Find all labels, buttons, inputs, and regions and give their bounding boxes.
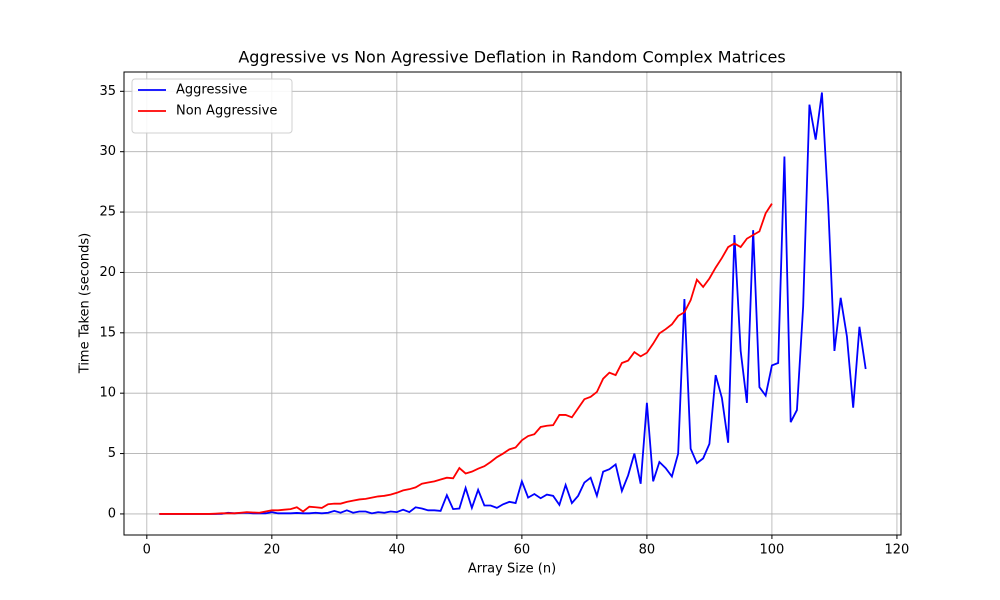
x-tick-label: 100 bbox=[760, 543, 785, 558]
x-axis-label: Array Size (n) bbox=[468, 562, 556, 577]
y-tick-label: 20 bbox=[99, 265, 116, 280]
y-tick-label: 10 bbox=[99, 386, 116, 401]
y-tick-label: 0 bbox=[108, 506, 116, 521]
x-tick-label: 0 bbox=[143, 543, 151, 558]
data-line bbox=[159, 92, 867, 515]
x-tick-label: 20 bbox=[264, 543, 281, 558]
y-tick-label: 30 bbox=[99, 144, 116, 159]
y-tick-label: 35 bbox=[99, 84, 116, 99]
legend-label: Non Aggressive bbox=[176, 104, 277, 119]
legend-box bbox=[131, 78, 293, 134]
y-axis-label: Time Taken (seconds) bbox=[78, 233, 93, 374]
y-tick-label: 5 bbox=[108, 446, 116, 461]
x-tick-label: 40 bbox=[389, 543, 406, 558]
chart-title: Aggressive vs Non Agressive Deflation in… bbox=[238, 48, 785, 67]
y-tick-label: 15 bbox=[99, 325, 116, 340]
data-line bbox=[159, 203, 773, 515]
x-tick-label: 120 bbox=[885, 543, 910, 558]
plot-frame bbox=[123, 71, 902, 536]
x-tick-label: 60 bbox=[514, 543, 531, 558]
legend-label: Aggressive bbox=[176, 83, 247, 98]
x-tick-label: 80 bbox=[639, 543, 656, 558]
y-tick-label: 25 bbox=[99, 205, 116, 220]
